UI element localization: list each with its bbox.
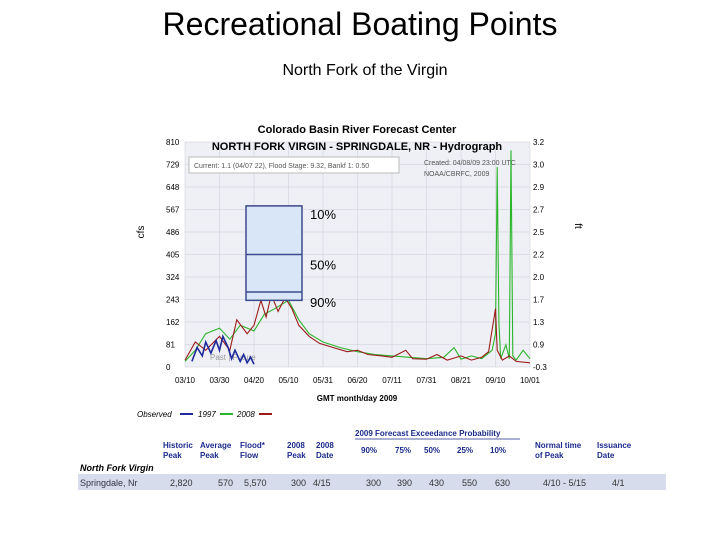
table-group-title: 2009 Forecast Exceedance Probability	[355, 429, 501, 438]
info-right-line2: NOAA/CBRFC, 2009	[424, 171, 489, 178]
table-header: 50%	[424, 446, 440, 455]
x-tick-label: 05/31	[313, 376, 334, 385]
table-header: 10%	[490, 446, 506, 455]
x-tick-label: 10/01	[520, 376, 541, 385]
y-tick-label-right: 2.2	[533, 251, 545, 260]
y-axis-label-right: ft	[572, 223, 583, 229]
y-tick-label-left: 648	[166, 183, 180, 192]
info-box-left	[188, 156, 400, 174]
grid-lines	[184, 141, 531, 368]
table-cell: 550	[462, 478, 477, 488]
exceedance-label: 90%	[310, 295, 336, 310]
y-tick-label-right: 1.7	[533, 296, 545, 305]
legend: Observed 1997 2008	[137, 410, 272, 419]
info-left-text: Current: 1.1 (04/07 22), Flood Stage: 9.…	[194, 163, 369, 170]
x-tick-label: 03/10	[175, 376, 196, 385]
table-header: Normal time	[535, 441, 582, 450]
y-tick-label-right: 3.0	[533, 161, 545, 170]
y-tick-label-left: 243	[166, 296, 180, 305]
x-tick-label: 04/20	[244, 376, 265, 385]
table-header: Flood*	[240, 441, 266, 450]
y-tick-label-left: 729	[166, 161, 180, 170]
x-tick-label: 06/20	[347, 376, 368, 385]
y-tick-label-right: 3.2	[533, 138, 545, 147]
exceedance-box	[245, 205, 303, 302]
x-tick-label: 05/10	[278, 376, 299, 385]
table-header: Peak	[287, 451, 306, 460]
y-tick-label-left: 405	[166, 251, 180, 260]
table-row	[78, 474, 666, 490]
table-header: 90%	[361, 446, 377, 455]
table-header: 2008	[287, 441, 305, 450]
y-tick-label-right: 2.0	[533, 273, 545, 282]
table-section-label: North Fork Virgin	[80, 463, 154, 473]
x-axis-label: GMT month/day 2009	[317, 394, 398, 403]
chart-subtitle: NORTH FORK VIRGIN - SPRINGDALE, NR - Hyd…	[212, 141, 503, 153]
series-lines	[184, 150, 531, 365]
y-axis-label-left: cfs	[136, 226, 147, 239]
slide-subtitle: North Fork of the Virgin	[282, 62, 448, 79]
series-line-2008	[184, 292, 531, 364]
x-tick-label: 07/31	[416, 376, 437, 385]
table-header: 25%	[457, 446, 473, 455]
forecast-table: 2009 Forecast Exceedance Probability His…	[78, 429, 666, 490]
table-header: Flow	[240, 451, 259, 460]
x-tick-label: 08/21	[451, 376, 472, 385]
x-ticks: 03/10 03/30 04/20 05/10 05/31 06/20 07/11 07/31…	[175, 376, 541, 385]
table-cell: 4/15	[313, 478, 331, 488]
table-header: Date	[316, 451, 334, 460]
y-tick-label-left: 162	[166, 318, 180, 327]
exceedance-boxes: 10% 50% 90%	[245, 205, 336, 310]
table-cell: 4/10 - 5/15	[543, 478, 586, 488]
y-tick-label-left: 486	[166, 228, 180, 237]
table-row-name: Springdale, Nr	[80, 478, 138, 488]
x-tick-label: 03/30	[209, 376, 230, 385]
info-right-line1: Created: 04/08/09 23:00 UTC	[424, 160, 516, 167]
table-header: of Peak	[535, 451, 564, 460]
table-cell: 570	[218, 478, 233, 488]
chart-title: Colorado Basin River Forecast Center	[258, 124, 457, 136]
series-line-observed	[191, 333, 255, 365]
y-tick-label-right: 0.9	[533, 341, 545, 350]
table-cell: 5,570	[244, 478, 267, 488]
table-cell: 2,820	[170, 478, 193, 488]
table-cell: 430	[429, 478, 444, 488]
table-cell: 630	[495, 478, 510, 488]
y-tick-label-left: 0	[166, 363, 171, 372]
legend-label-2008: 2008	[236, 410, 255, 419]
table-header: Issuance	[597, 441, 632, 450]
table-header: 75%	[395, 446, 411, 455]
slide-title: Recreational Boating Points	[162, 6, 558, 42]
exceedance-label: 50%	[310, 258, 336, 273]
exceedance-label: 10%	[310, 207, 336, 222]
y-tick-label-right: 2.7	[533, 206, 545, 215]
legend-label-1997: 1997	[198, 410, 216, 419]
table-cell: 300	[291, 478, 306, 488]
past-future-watermark: Past | Future	[210, 353, 256, 362]
table-header: Historic	[163, 441, 193, 450]
y-ticks-right: 3.2 3.0 2.9 2.7 2.5 2.2 2.0 1.7 1.3 0.9 -0.3	[533, 138, 547, 372]
y-tick-label-right: 2.5	[533, 228, 545, 237]
y-tick-label-right: -0.3	[533, 363, 547, 372]
x-tick-label: 09/10	[485, 376, 506, 385]
y-tick-label-right: 1.3	[533, 318, 545, 327]
series-line-1997	[184, 150, 531, 362]
y-tick-label-left: 810	[166, 138, 180, 147]
x-tick-label: 07/11	[382, 376, 402, 385]
y-tick-label-right: 2.9	[533, 183, 545, 192]
table-cell: 300	[366, 478, 381, 488]
table-header: Date	[597, 451, 615, 460]
table-header: Peak	[163, 451, 182, 460]
y-tick-label-left: 81	[166, 341, 175, 350]
table-cell: 390	[397, 478, 412, 488]
table-cell: 4/1	[612, 478, 625, 488]
table-header: Peak	[200, 451, 219, 460]
y-tick-label-left: 567	[166, 206, 180, 215]
y-tick-label-left: 324	[166, 273, 180, 282]
legend-label-observed: Observed	[137, 410, 172, 419]
table-header: Average	[200, 441, 232, 450]
table-header: 2008	[316, 441, 334, 450]
